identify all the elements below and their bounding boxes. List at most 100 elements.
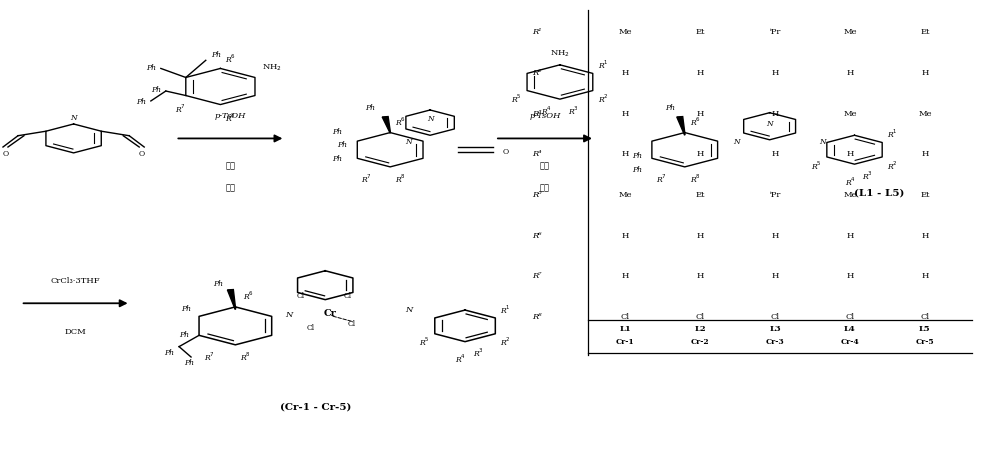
Text: R$^6$: R$^6$ [395,116,406,128]
Text: Et: Et [695,191,705,199]
Text: Me: Me [619,191,632,199]
Text: Ph: Ph [184,359,194,367]
Text: H: H [921,69,929,77]
Text: ⁱPr: ⁱPr [769,191,781,199]
Text: H: H [622,69,629,77]
Text: R$^6$: R$^6$ [225,53,236,65]
Text: Et: Et [920,28,930,36]
Text: Cl: Cl [343,292,351,300]
Text: H: H [771,272,779,280]
Text: Me: Me [843,191,857,199]
Text: H: H [697,69,704,77]
Text: H: H [697,272,704,280]
Text: R$^4$: R$^4$ [455,353,466,366]
Text: R$^6$: R$^6$ [243,290,254,302]
Text: Ph: Ph [332,128,342,135]
Text: Cr-3: Cr-3 [766,337,784,346]
Text: H: H [921,231,929,240]
Polygon shape [677,116,685,135]
Text: H: H [846,231,854,240]
Text: R$^1$: R$^1$ [887,128,898,140]
Text: R⁷: R⁷ [532,272,542,280]
Text: Cr-1: Cr-1 [616,337,635,346]
Text: Et: Et [695,28,705,36]
Text: H: H [846,150,854,158]
Text: H: H [771,69,779,77]
Text: Cr: Cr [324,308,337,318]
Text: N: N [766,120,773,128]
Text: Ph: Ph [136,98,146,106]
Text: Cl: Cl [306,323,314,332]
Text: N: N [820,138,826,145]
Text: Et: Et [920,191,930,199]
Text: H: H [921,272,929,280]
Text: R$^7$: R$^7$ [175,102,186,115]
Text: N: N [285,311,293,318]
Text: (L1 - L5): (L1 - L5) [854,188,905,197]
Text: Cl: Cl [621,313,630,321]
Text: p-TsOH: p-TsOH [215,112,246,120]
Text: N: N [427,115,433,123]
Text: R$^2$: R$^2$ [887,159,898,172]
Text: Me: Me [918,110,932,118]
Text: R⁶: R⁶ [532,231,542,240]
Text: Cl: Cl [347,321,355,328]
Text: Me: Me [843,28,857,36]
Text: R$^7$: R$^7$ [204,350,215,363]
Text: Ph: Ph [332,155,342,163]
Text: H: H [771,231,779,240]
Text: L2: L2 [694,325,706,333]
Text: R³: R³ [532,110,542,118]
Text: H: H [622,272,629,280]
Text: R$^2$: R$^2$ [500,336,511,348]
Text: (Cr-1 - Cr-5): (Cr-1 - Cr-5) [280,403,351,412]
Text: O: O [138,150,144,158]
Text: Cr-5: Cr-5 [916,337,934,346]
Text: R⁵: R⁵ [532,191,542,199]
Text: R¹: R¹ [532,28,542,36]
Text: H: H [846,69,854,77]
Text: R$^4$: R$^4$ [541,105,552,117]
Text: N: N [70,114,77,122]
Text: R$^7$: R$^7$ [361,172,372,185]
Text: Ph: Ph [211,50,221,58]
Text: R$^5$: R$^5$ [811,159,822,172]
Text: Ph: Ph [665,104,675,112]
Text: L4: L4 [844,325,856,333]
Text: ⁱPr: ⁱPr [769,28,781,36]
Text: Cl: Cl [696,313,705,321]
Text: R²: R² [532,69,542,77]
Text: R$^3$: R$^3$ [473,347,484,360]
Text: R$^7$: R$^7$ [656,172,667,185]
Text: H: H [846,272,854,280]
Text: H: H [622,150,629,158]
Text: R$^8$: R$^8$ [690,172,701,185]
Text: Me: Me [843,110,857,118]
Text: R$^8$: R$^8$ [240,350,251,363]
Text: CrCl₃·3THF: CrCl₃·3THF [51,277,100,285]
Text: Cl: Cl [845,313,855,321]
Text: Ph: Ph [164,349,174,357]
Text: O: O [3,150,9,158]
Text: Ph: Ph [179,331,189,339]
Text: N: N [405,306,413,314]
Text: N: N [405,138,411,145]
Text: Cl: Cl [296,292,304,300]
Text: H: H [697,231,704,240]
Text: NH$_2$: NH$_2$ [550,49,570,59]
Text: H: H [622,231,629,240]
Text: R$^2$: R$^2$ [598,93,609,105]
Text: O: O [503,148,509,156]
Text: Ph: Ph [632,152,642,160]
Text: L5: L5 [919,325,931,333]
Text: R$^8$: R$^8$ [225,111,236,124]
Text: R$^5$: R$^5$ [511,93,522,105]
Text: Ph: Ph [146,64,156,72]
Text: L1: L1 [619,325,631,333]
Text: Ph: Ph [632,166,642,173]
Text: Cr-2: Cr-2 [691,337,710,346]
Polygon shape [382,116,390,133]
Text: 甲苯: 甲苯 [225,161,235,170]
Text: Cl: Cl [920,313,929,321]
Text: R$^1$: R$^1$ [500,304,511,316]
